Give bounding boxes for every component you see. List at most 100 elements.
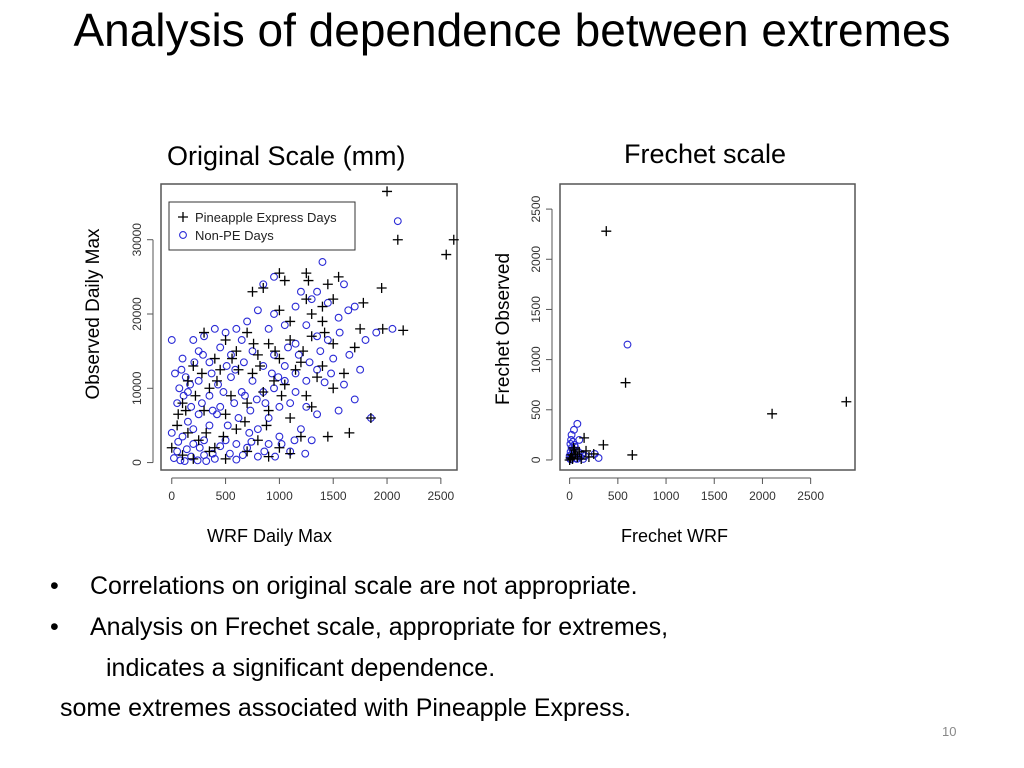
- chart-1-point-pe: [344, 427, 355, 438]
- chart-1-point-non-pe: [238, 451, 247, 460]
- chart-2-point-non-pe: [573, 419, 582, 428]
- chart-1-point-pe: [322, 279, 333, 290]
- chart-1-point-pe: [209, 353, 220, 364]
- chart-1-point-non-pe: [302, 321, 311, 330]
- bullet-text: Analysis on Frechet scale, appropriate f…: [90, 613, 669, 641]
- chart-2-point-non-pe: [570, 425, 578, 434]
- chart-1-point-non-pe: [302, 376, 311, 385]
- chart-1-point-non-pe: [267, 369, 276, 378]
- chart-1-point-pe: [242, 446, 253, 457]
- chart-1-point-pe: [376, 283, 387, 293]
- chart-1-point-non-pe: [213, 410, 221, 419]
- chart-1-point-non-pe: [261, 399, 270, 408]
- chart-1-x-tick-label: 1500: [320, 489, 347, 503]
- chart-1-point-non-pe: [205, 358, 214, 367]
- chart-1-point-non-pe: [253, 452, 262, 461]
- bullet-text: Correlations on original scale are not a…: [90, 572, 638, 600]
- chart-1-point-non-pe: [194, 347, 203, 356]
- chart-2-point-pe: [568, 442, 579, 453]
- chart-1-point-non-pe: [216, 402, 225, 411]
- chart-1-point-pe: [242, 327, 253, 338]
- chart-2-point-pe: [601, 226, 612, 237]
- chart-1-point-non-pe: [247, 437, 256, 446]
- chart-1-point-pe: [338, 368, 349, 379]
- chart-2-y-tick-label: 2000: [529, 246, 543, 273]
- chart-1-point-non-pe: [350, 395, 359, 404]
- chart-2-y-tick-label: 1000: [529, 346, 543, 373]
- chart-1-legend-marker-circle: [179, 231, 187, 239]
- chart-1-point-non-pe: [222, 362, 231, 370]
- chart-2-y-tick-label: 1500: [529, 296, 543, 323]
- chart-1-point-non-pe: [270, 272, 278, 281]
- chart-1-point-non-pe: [176, 456, 185, 465]
- chart-1-point-pe: [199, 327, 210, 338]
- chart-1-point-non-pe: [318, 258, 327, 266]
- chart-1-y-tick-label: 20000: [130, 297, 144, 331]
- chart-1-point-pe: [182, 427, 193, 438]
- chart-1-point-pe: [301, 294, 312, 305]
- chart-1-point-non-pe: [205, 391, 214, 400]
- chart-1-point-non-pe: [323, 298, 332, 307]
- chart-1-point-non-pe: [241, 391, 249, 400]
- chart-1-point-non-pe: [252, 395, 261, 404]
- chart-1-point-non-pe: [214, 380, 222, 389]
- chart-1-point-non-pe: [296, 287, 305, 296]
- chart-1-point-pe: [242, 398, 253, 409]
- chart-1-point-pe: [201, 427, 212, 438]
- chart-1-legend-box: [168, 201, 356, 251]
- chart-2-point-non-pe: [623, 340, 632, 349]
- chart-1-point-non-pe: [207, 369, 216, 378]
- chart-1-point-pe: [248, 338, 259, 349]
- chart-1-point-pe: [209, 442, 220, 453]
- chart-1-point-non-pe: [232, 324, 241, 333]
- chart-1-point-non-pe: [219, 388, 228, 396]
- chart-1-point-pe: [276, 390, 287, 401]
- chart-1-point-non-pe: [270, 310, 278, 318]
- chart-1-point-non-pe: [187, 402, 196, 411]
- chart-1-point-non-pe: [189, 440, 198, 448]
- chart-1-point-pe: [220, 335, 231, 345]
- chart-1-point-non-pe: [345, 350, 354, 359]
- chart-1-point-pe: [279, 379, 290, 390]
- chart-2-point-pe: [588, 448, 599, 459]
- chart-1-point-pe: [188, 361, 199, 371]
- chart-2-plot-frame: [559, 183, 856, 471]
- chart-1-point-non-pe: [216, 343, 225, 352]
- chart-1-point-pe: [306, 331, 317, 342]
- chart-1-point-non-pe: [334, 406, 343, 415]
- chart-1-point-non-pe: [194, 376, 203, 385]
- chart-1-point-non-pe: [275, 402, 284, 411]
- bullet-symbol: •: [50, 572, 59, 600]
- chart-2-title: Frechet scale: [624, 139, 787, 169]
- chart-1-point-non-pe: [195, 443, 204, 452]
- chart-1-point-pe: [220, 409, 231, 420]
- chart-2-xlabel: Frechet WRF: [621, 526, 729, 546]
- chart-1-point-non-pe: [174, 437, 183, 446]
- chart-1-point-non-pe: [187, 452, 196, 461]
- chart-1-point-pe: [377, 323, 388, 334]
- chart-1-point-non-pe: [182, 445, 191, 454]
- chart-1-point-pe: [258, 283, 269, 293]
- chart-1-point-non-pe: [388, 324, 397, 333]
- chart-1-point-non-pe: [313, 287, 322, 296]
- chart-1-point-pe: [365, 413, 376, 423]
- chart-1-point-non-pe: [393, 217, 402, 226]
- chart-1-point-non-pe: [223, 421, 232, 430]
- chart-1-point-pe: [252, 349, 263, 360]
- chart-1-point-pe: [274, 353, 285, 364]
- chart-1-point-non-pe: [194, 410, 203, 419]
- chart-1-point-pe: [306, 401, 317, 412]
- chart-1-point-pe: [172, 420, 183, 431]
- chart-2-point-pe: [565, 452, 576, 463]
- chart-1-point-pe: [258, 387, 269, 397]
- chart-1-point-non-pe: [175, 384, 184, 393]
- chart-1-point-pe: [382, 186, 393, 197]
- chart-1-point-pe: [355, 323, 366, 334]
- chart-1-point-non-pe: [243, 317, 252, 326]
- chart-1-point-non-pe: [245, 428, 254, 437]
- chart-1-point-pe: [227, 353, 238, 364]
- chart-1-y-tick-label: 0: [130, 459, 144, 466]
- chart-2-point-pe: [598, 439, 609, 450]
- chart-1-title: Original Scale (mm): [167, 141, 406, 171]
